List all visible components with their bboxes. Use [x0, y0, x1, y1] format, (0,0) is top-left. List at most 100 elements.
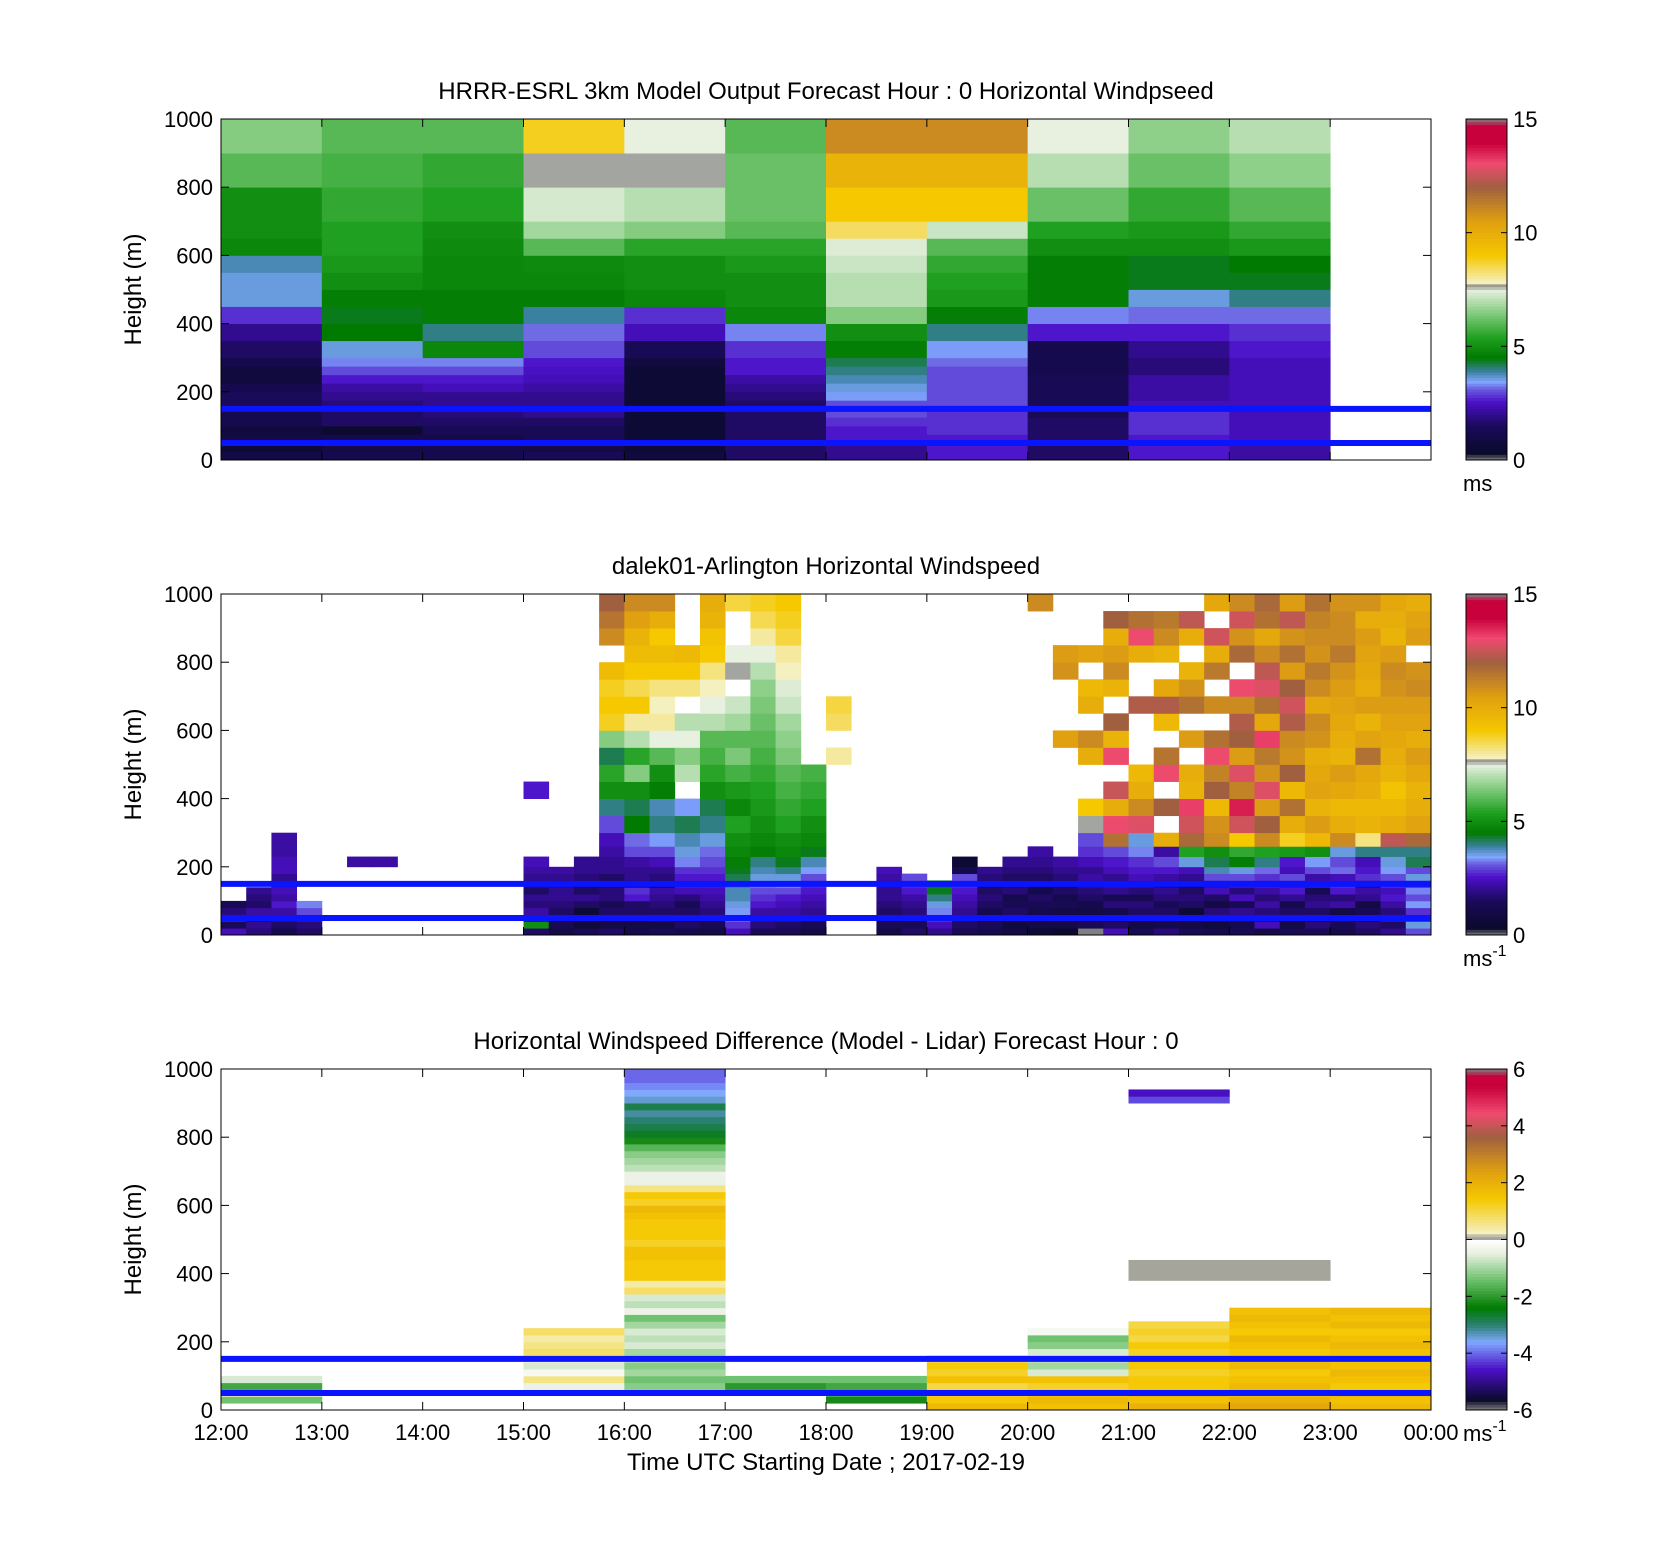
- colorbar-segment: [1466, 226, 1507, 231]
- heatmap-cell: [221, 928, 247, 936]
- y-axis-label: Height (m): [120, 1183, 147, 1295]
- heatmap-cell: [221, 434, 323, 444]
- heatmap-cell: [523, 1382, 625, 1390]
- heatmap-cell: [624, 408, 726, 418]
- colorbar-segment: [1466, 1151, 1507, 1155]
- heatmap-cell: [624, 272, 726, 290]
- colorbar-segment: [1466, 710, 1507, 714]
- heatmap-cell: [422, 153, 524, 188]
- heatmap-cell: [624, 153, 726, 188]
- heatmap-cell: [699, 894, 726, 902]
- heatmap-cell: [1330, 1382, 1432, 1390]
- heatmap-cell: [649, 679, 676, 697]
- heatmap-cell: [573, 928, 600, 936]
- heatmap-cell: [1027, 873, 1054, 881]
- heatmap-cell: [422, 408, 524, 418]
- heatmap-cell: [901, 873, 928, 881]
- heatmap-cell: [221, 900, 247, 909]
- heatmap-cell: [271, 832, 298, 847]
- heatmap-cell: [1380, 696, 1407, 714]
- heatmap-cell: [901, 887, 928, 895]
- heatmap-cell: [246, 907, 272, 915]
- colorbar-segment: [1466, 636, 1507, 640]
- colorbar-segment: [1466, 1179, 1507, 1184]
- colorbar-segment: [1466, 457, 1507, 461]
- colorbar-segment: [1466, 178, 1507, 183]
- heatmap-cell: [1229, 451, 1331, 461]
- heatmap-cell: [246, 921, 272, 929]
- colorbar-segment: [1466, 181, 1507, 185]
- colorbar-segment: [1466, 434, 1507, 438]
- heatmap-cell: [624, 1144, 726, 1152]
- heatmap-cell: [1405, 747, 1432, 765]
- colorbar-segment: [1466, 119, 1507, 123]
- colorbar-segment: [1466, 770, 1507, 774]
- colorbar-segment: [1466, 369, 1507, 373]
- colorbar-segment: [1466, 872, 1507, 876]
- heatmap-cell: [1355, 928, 1381, 936]
- heatmap-cell: [725, 425, 827, 435]
- colorbar-segment: [1466, 425, 1507, 430]
- heatmap-cell: [674, 873, 701, 881]
- colorbar-segment: [1466, 292, 1507, 296]
- heatmap-cell: [523, 907, 550, 915]
- heatmap-cell: [649, 928, 676, 936]
- heatmap-cell: [1128, 417, 1230, 427]
- colorbar-segment: [1466, 602, 1507, 606]
- heatmap-cell: [1078, 887, 1104, 895]
- heatmap-cell: [523, 425, 625, 435]
- colorbar-segment: [1466, 1296, 1507, 1300]
- heatmap-cell: [523, 119, 625, 154]
- colorbar-segment: [1466, 411, 1507, 416]
- heatmap-cell: [725, 900, 751, 909]
- colorbar-segment: [1466, 1125, 1507, 1130]
- colorbar-segment: [1466, 1131, 1507, 1135]
- heatmap-cell: [321, 153, 424, 188]
- heatmap-cell: [1027, 153, 1129, 188]
- heatmap-cell: [674, 747, 701, 765]
- heatmap-cell: [725, 255, 827, 273]
- colorbar-segment: [1466, 832, 1507, 837]
- colorbar-segment: [1466, 229, 1507, 234]
- heatmap-cell: [1330, 594, 1356, 612]
- heatmap-cell: [876, 873, 903, 881]
- heatmap-cell: [624, 866, 650, 875]
- heatmap-cell: [725, 662, 751, 680]
- colorbar-segment: [1466, 1336, 1507, 1340]
- heatmap-cell: [1128, 781, 1155, 799]
- colorbar-tick-label: 4: [1513, 1114, 1525, 1139]
- colorbar-segment: [1466, 1165, 1507, 1169]
- colorbar-segment: [1466, 1253, 1507, 1258]
- colorbar-segment: [1466, 1071, 1507, 1076]
- heatmap-cell: [674, 645, 701, 663]
- heatmap-cell: [523, 306, 625, 324]
- heatmap-cell: [599, 798, 625, 817]
- heatmap-cell: [1229, 764, 1255, 782]
- heatmap-cell: [1405, 887, 1432, 895]
- heatmap-cell: [1204, 856, 1230, 868]
- heatmap-cell: [1229, 594, 1255, 612]
- heatmap-cell: [1128, 1382, 1230, 1390]
- colorbar-segment: [1466, 1279, 1507, 1283]
- colorbar-segment: [1466, 1270, 1507, 1275]
- heatmap-cell: [1204, 764, 1230, 782]
- heatmap-cell: [1254, 628, 1281, 646]
- heatmap-cell: [1153, 764, 1180, 782]
- heatmap-cell: [1204, 900, 1230, 909]
- heatmap-cell: [1279, 900, 1306, 909]
- heatmap-cell: [599, 747, 625, 765]
- heatmap-cell: [1229, 1396, 1331, 1404]
- heatmap-cell: [624, 357, 726, 367]
- heatmap-cell: [296, 907, 323, 915]
- heatmap-cell: [1254, 594, 1281, 612]
- y-tick-label: 0: [201, 923, 213, 948]
- heatmap-cell: [1052, 900, 1079, 909]
- heatmap-cell: [422, 340, 524, 359]
- heatmap-cell: [321, 366, 424, 376]
- heatmap-cell: [422, 357, 524, 367]
- heatmap-cell: [1128, 921, 1155, 929]
- colorbar-segment: [1466, 1080, 1507, 1084]
- heatmap-cell: [725, 408, 827, 418]
- heatmap-cell: [725, 451, 827, 461]
- colorbar-segment: [1466, 1284, 1507, 1289]
